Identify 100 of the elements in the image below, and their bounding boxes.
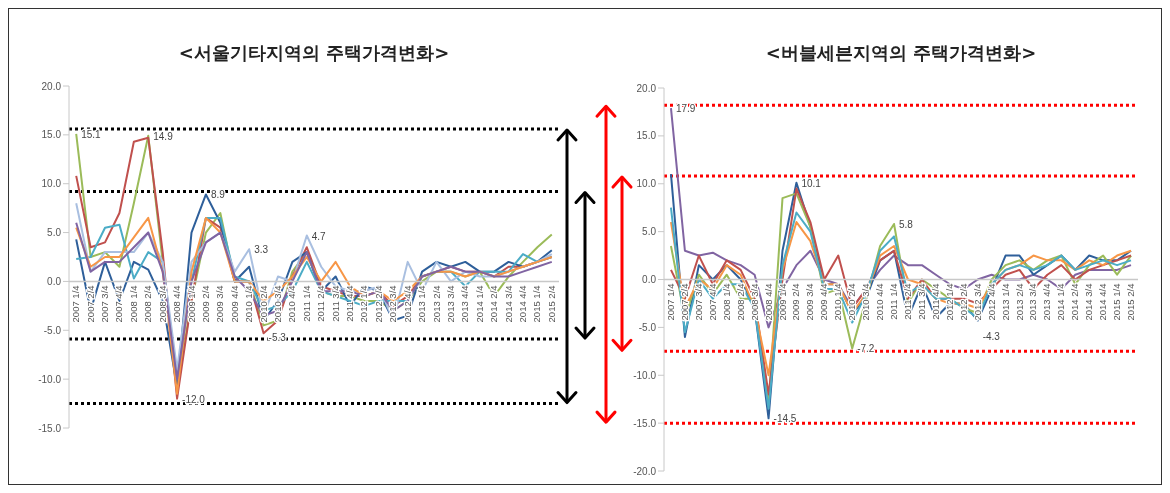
y-tick-label: -20.0: [633, 465, 657, 477]
y-tick-label: 15.0: [636, 130, 657, 142]
x-tick-label: 2011 3/4: [329, 285, 341, 322]
x-tick-label: 2010 2/4: [257, 285, 269, 323]
x-tick-label: 2008 2/4: [734, 283, 746, 321]
y-tick-label: 0.0: [642, 274, 657, 286]
x-tick-label: 2014 2/4: [488, 285, 500, 323]
x-tick-label: 2007 4/4: [113, 285, 125, 323]
x-tick-label: 2012 1/4: [943, 283, 955, 321]
x-tick-label: 2010 4/4: [286, 285, 298, 323]
x-tick-label: 2014 4/4: [1097, 283, 1109, 321]
x-tick-label: 2009 3/4: [214, 285, 226, 323]
x-tick-label: 2012 4/4: [401, 285, 413, 323]
x-tick-label: 2009 3/4: [804, 283, 816, 321]
annotation: -14.5: [773, 413, 797, 425]
x-tick-label: 2007 2/4: [84, 285, 96, 323]
x-tick-label: 2012 2/4: [372, 285, 384, 323]
annotation: 5.8: [899, 218, 914, 230]
annotation: 4.7: [311, 230, 327, 242]
chart-title: <서울기타지역의 주택가격변화>: [177, 41, 451, 65]
x-tick-label: 2014 1/4: [473, 285, 485, 323]
x-tick-label: 2015 2/4: [1125, 283, 1137, 321]
x-tick-label: 2009 1/4: [185, 285, 197, 323]
y-tick-label: 20.0: [41, 80, 62, 92]
y-tick-label: 15.0: [41, 129, 62, 141]
x-tick-label: 2013 3/4: [444, 285, 456, 323]
x-tick-label: 2010 2/4: [846, 283, 858, 321]
x-tick-label: 2008 3/4: [156, 285, 168, 323]
x-tick-label: 2011 2/4: [901, 283, 913, 320]
x-tick-label: 2014 1/4: [1055, 283, 1067, 321]
x-tick-label: 2010 1/4: [243, 285, 255, 323]
x-tick-label: 2015 1/4: [531, 285, 543, 323]
x-tick-label: 2011 1/4: [888, 283, 900, 320]
x-tick-label: 2010 3/4: [271, 285, 283, 323]
x-tick-label: 2014 3/4: [1083, 283, 1095, 321]
y-tick-label: 10.0: [41, 178, 62, 190]
x-tick-label: 2011 1/4: [300, 285, 312, 322]
x-tick-label: 2012 4/4: [985, 283, 997, 321]
y-tick-label: 10.0: [636, 178, 657, 190]
x-tick-label: 2013 2/4: [430, 285, 442, 323]
x-tick-label: 2012 3/4: [387, 285, 399, 323]
y-tick-label: -15.0: [38, 422, 62, 434]
x-tick-label: 2012 2/4: [957, 283, 969, 321]
x-tick-label: 2007 3/4: [99, 285, 111, 323]
x-tick-label: 2013 4/4: [1041, 283, 1053, 321]
x-tick-label: 2014 3/4: [502, 285, 514, 323]
y-tick-label: -10.0: [38, 373, 62, 385]
annotation: 10.1: [801, 177, 822, 189]
annotation: -4.3: [982, 330, 1001, 342]
y-tick-label: -15.0: [633, 417, 657, 429]
x-tick-label: 2007 3/4: [692, 283, 704, 321]
x-tick-label: 2008 2/4: [142, 285, 154, 323]
annotation: -5.3: [268, 332, 287, 344]
x-tick-label: 2013 1/4: [999, 283, 1011, 321]
chart-title: <버블세븐지역의 주택가격변화>: [764, 41, 1038, 65]
y-tick-label: 20.0: [636, 82, 657, 94]
x-tick-label: 2010 1/4: [832, 283, 844, 321]
y-tick-label: 0.0: [47, 275, 62, 287]
x-tick-label: 2008 4/4: [762, 283, 774, 321]
annotation: 3.3: [254, 244, 269, 256]
x-tick-label: 2009 2/4: [199, 285, 211, 323]
x-tick-label: 2012 1/4: [358, 285, 370, 323]
annotation: 17.9: [675, 103, 696, 115]
x-tick-label: 2007 4/4: [706, 283, 718, 321]
x-tick-label: 2008 1/4: [127, 285, 139, 323]
x-tick-label: 2015 1/4: [1111, 283, 1123, 321]
y-tick-label: -5.0: [638, 321, 657, 333]
x-tick-label: 2009 4/4: [818, 283, 830, 321]
x-tick-label: 2011 3/4: [915, 283, 927, 320]
x-tick-label: 2011 4/4: [344, 285, 356, 322]
annotation: -12.0: [182, 393, 206, 405]
y-tick-label: -5.0: [43, 324, 62, 336]
x-tick-label: 2012 3/4: [971, 283, 983, 321]
x-tick-label: 2013 2/4: [1013, 283, 1025, 321]
x-tick-label: 2008 3/4: [748, 283, 760, 321]
x-tick-label: 2009 2/4: [790, 283, 802, 321]
x-tick-label: 2009 1/4: [776, 283, 788, 321]
x-tick-label: 2007 1/4: [664, 283, 676, 321]
annotation: -7.2: [857, 343, 875, 355]
annotation: 14.9: [153, 130, 174, 142]
annotation: 8.9: [210, 189, 226, 201]
x-tick-label: 2011 2/4: [315, 285, 327, 322]
x-tick-label: 2010 4/4: [874, 283, 886, 321]
x-tick-label: 2007 2/4: [678, 283, 690, 321]
y-tick-label: 5.0: [642, 226, 657, 238]
y-tick-label: 5.0: [47, 227, 62, 239]
x-tick-label: 2013 1/4: [416, 285, 428, 323]
x-tick-label: 2011 4/4: [929, 283, 941, 320]
annotation: 15.1: [81, 128, 102, 140]
x-tick-label: 2007 1/4: [70, 285, 82, 323]
x-tick-label: 2013 4/4: [459, 285, 471, 323]
x-tick-label: 2015 2/4: [545, 285, 557, 323]
x-tick-label: 2009 4/4: [228, 285, 240, 323]
x-tick-label: 2014 2/4: [1069, 283, 1081, 321]
x-tick-label: 2010 3/4: [860, 283, 872, 321]
x-tick-label: 2014 4/4: [516, 285, 528, 323]
x-tick-label: 2008 1/4: [720, 283, 732, 321]
x-tick-label: 2013 3/4: [1027, 283, 1039, 321]
y-tick-label: -10.0: [633, 369, 657, 381]
x-tick-label: 2008 4/4: [171, 285, 183, 323]
